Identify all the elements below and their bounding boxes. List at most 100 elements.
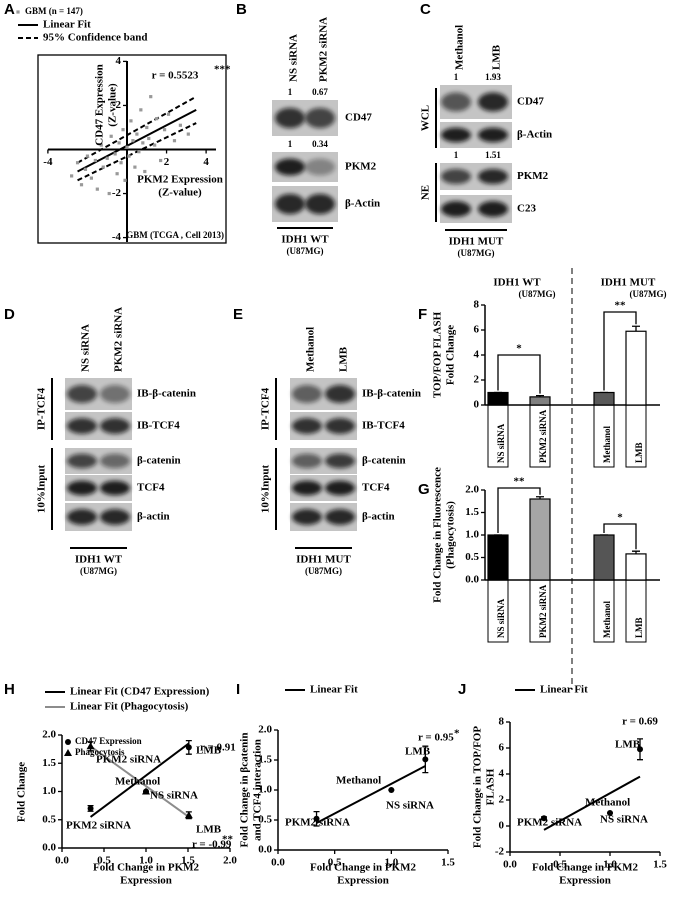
blot-row-label: β-actin	[362, 511, 395, 523]
x-tick-label: 0.0	[271, 857, 285, 869]
y-tick-label: 0.0	[42, 842, 56, 854]
blot-row-label: CD47	[345, 112, 372, 124]
significance-label: *	[617, 512, 623, 524]
y-tick-label: 0.0	[258, 844, 272, 856]
data-point	[87, 805, 94, 812]
data-point	[131, 139, 135, 143]
x-tick-label: 0.5	[553, 859, 567, 871]
blot-band	[478, 92, 508, 112]
data-point	[143, 169, 147, 174]
blot-row-label: C23	[517, 203, 536, 215]
data-point	[119, 161, 123, 165]
blot-band	[325, 509, 355, 525]
statistic: *	[454, 728, 460, 740]
data-point	[159, 158, 163, 163]
data-point	[607, 810, 613, 816]
significance-bracket	[497, 354, 541, 394]
y-tick-label: -2	[112, 187, 122, 199]
y-axis-label: (Z-value)	[107, 83, 119, 127]
footer-label: IDH1 WT	[75, 554, 123, 566]
legend-label: Linear Fit (CD47 Expression)	[70, 686, 210, 698]
y-tick-label: 0.5	[465, 551, 479, 563]
point-label: Methanol	[115, 776, 160, 788]
bar	[529, 498, 551, 581]
data-point	[83, 167, 88, 171]
data-point	[153, 143, 157, 147]
x-tick-label: -4	[43, 156, 53, 168]
legend-label: Linear Fit	[540, 684, 588, 696]
blot-band	[292, 418, 322, 434]
x-tick-label: 1.5	[441, 857, 455, 869]
y-axis-label: FLASH	[485, 768, 497, 805]
x-tick-label: LMB	[634, 442, 644, 463]
blot-band	[67, 385, 97, 403]
legend-label: CD47 Expression	[75, 736, 142, 746]
quantification: 1.93	[485, 72, 501, 82]
x-tick-label: 0.5	[97, 855, 111, 867]
panel-letter: B	[236, 1, 247, 18]
legend-label: Linear Fit	[310, 684, 358, 696]
blot-row-label: β-Actin	[517, 129, 552, 141]
data-point	[149, 95, 153, 99]
y-tick-label: 6	[474, 324, 480, 336]
y-tick-label: 1.5	[258, 754, 272, 766]
data-point	[117, 141, 121, 145]
footer-label: IDH1 MUT	[449, 236, 504, 248]
blot-row-label: β-Actin	[345, 198, 380, 210]
lane-label: NS siRNA	[288, 34, 300, 82]
legend-marker	[16, 10, 20, 14]
data-point	[166, 112, 171, 116]
legend-label: Phagocytosis	[75, 747, 125, 757]
statistic: r = 0.5523	[152, 70, 199, 82]
x-axis-label: Fold Change in PKM2	[310, 862, 417, 874]
cell-line-label: (U87MG)	[305, 566, 342, 576]
point-label: LMB	[196, 824, 222, 836]
x-tick-label: 2.0	[223, 855, 237, 867]
blot-band	[325, 453, 355, 469]
data-point	[89, 176, 93, 180]
y-tick-label: 4	[474, 349, 480, 361]
legend-label: Linear Fit (Phagocytosis)	[70, 701, 189, 713]
data-point	[145, 125, 149, 130]
y-axis-label: Fold Change in TOP/FOP	[472, 726, 484, 848]
legend-label: Linear Fit	[43, 19, 91, 31]
x-tick-label: PKM2 siRNA	[538, 409, 548, 463]
lane-label: LMB	[491, 44, 503, 70]
data-point	[101, 165, 105, 169]
quantification: 1	[454, 150, 459, 160]
blot-band	[292, 385, 322, 403]
source-label: GBM (TCGA , Cell 2013)	[126, 230, 224, 240]
quantification: 0.67	[312, 87, 328, 97]
data-point	[185, 744, 192, 751]
panel-letter: A	[4, 1, 15, 18]
blot-band	[478, 127, 508, 143]
quantification: 1	[288, 87, 293, 97]
cell-line-label: (U87MG)	[287, 246, 324, 256]
blot-band	[67, 453, 97, 469]
y-axis-label: CD47 Expression	[94, 64, 106, 145]
bar	[625, 330, 647, 406]
y-axis-label: (Phagocytosis)	[445, 501, 457, 569]
blot-row-label: TCF4	[137, 482, 165, 494]
point-label: NS siRNA	[150, 790, 198, 802]
data-point	[141, 141, 145, 145]
y-tick-label: 1.0	[42, 785, 56, 797]
lane-label: Methanol	[454, 25, 466, 70]
y-tick-label: 2	[499, 794, 505, 806]
y-tick-label: 1.5	[42, 757, 56, 769]
legend-marker	[64, 749, 72, 756]
y-tick-label: 0.5	[42, 813, 56, 825]
blot-row-label: TCF4	[362, 482, 390, 494]
bar	[625, 553, 647, 581]
y-axis-label: Fold Change in βcatenin	[239, 733, 251, 848]
data-point	[637, 746, 643, 753]
blot-band	[292, 453, 322, 469]
data-point	[115, 172, 119, 176]
y-tick-label: 0	[499, 820, 505, 832]
statistic: ***	[214, 64, 231, 76]
y-tick-label: 1.5	[465, 506, 479, 518]
data-point	[135, 132, 139, 136]
y-tick-label: 2.0	[258, 724, 272, 736]
point-label: NS siRNA	[600, 814, 648, 826]
